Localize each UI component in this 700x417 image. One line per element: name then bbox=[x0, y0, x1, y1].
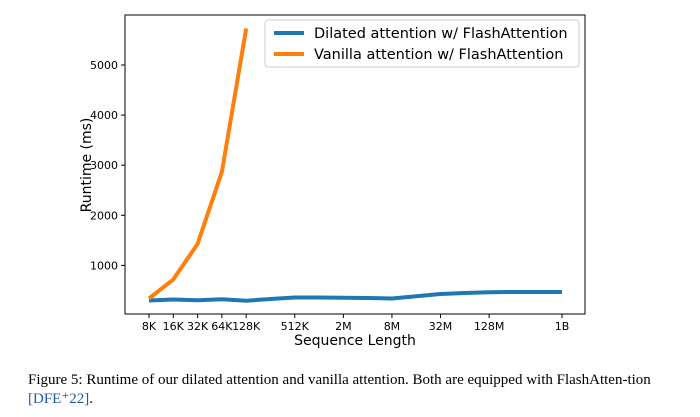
x-tick-label: 512K bbox=[281, 320, 310, 333]
y-tick-label: 3000 bbox=[90, 159, 118, 172]
y-tick-label: 5000 bbox=[90, 59, 118, 72]
series-layer bbox=[147, 28, 562, 303]
runtime-chart: 1000 2000 3000 4000 5000 8K 16K 32K 64K 128K 512K… bbox=[79, 14, 586, 349]
legend: Dilated attention w/ FlashAttention Vani… bbox=[264, 19, 580, 68]
x-tick-label: 2M bbox=[335, 320, 352, 333]
figure-caption: Figure 5: Runtime of our dilated attenti… bbox=[28, 371, 680, 409]
legend-label-vanilla: Vanilla attention w/ FlashAttention bbox=[314, 47, 563, 63]
y-axis-label: Runtime (ms) bbox=[79, 118, 95, 213]
x-tick-label: 32K bbox=[187, 320, 209, 333]
x-tick-label: 32M bbox=[429, 320, 453, 333]
x-tick-label: 8M bbox=[384, 320, 401, 333]
y-tick-label: 4000 bbox=[90, 109, 118, 122]
x-tick-label: 128K bbox=[232, 320, 261, 333]
caption-citation[interactable]: [DFE⁺22] bbox=[28, 391, 90, 407]
x-tick-label: 8K bbox=[142, 320, 157, 333]
x-tick-label: 1B bbox=[555, 320, 570, 333]
plot-frame bbox=[124, 14, 586, 315]
legend-label-dilated: Dilated attention w/ FlashAttention bbox=[314, 26, 568, 42]
x-tick-label: 64K bbox=[211, 320, 233, 333]
caption-text: Figure 5: Runtime of our dilated attenti… bbox=[28, 372, 651, 388]
y-tick-label: 1000 bbox=[90, 259, 118, 272]
y-tick-label: 2000 bbox=[90, 209, 118, 222]
caption-end: . bbox=[89, 391, 93, 407]
y-axis: 1000 2000 3000 4000 5000 bbox=[90, 59, 125, 272]
x-tick-label: 128M bbox=[474, 320, 505, 333]
legend-box bbox=[264, 19, 580, 68]
series-line-vanilla bbox=[147, 28, 249, 301]
x-axis-label: Sequence Length bbox=[294, 333, 416, 349]
x-axis: 8K 16K 32K 64K 128K 512K 2M 8M 32M 128M 1B bbox=[142, 314, 569, 333]
x-tick-label: 16K bbox=[163, 320, 185, 333]
series-line-dilated bbox=[148, 290, 562, 303]
